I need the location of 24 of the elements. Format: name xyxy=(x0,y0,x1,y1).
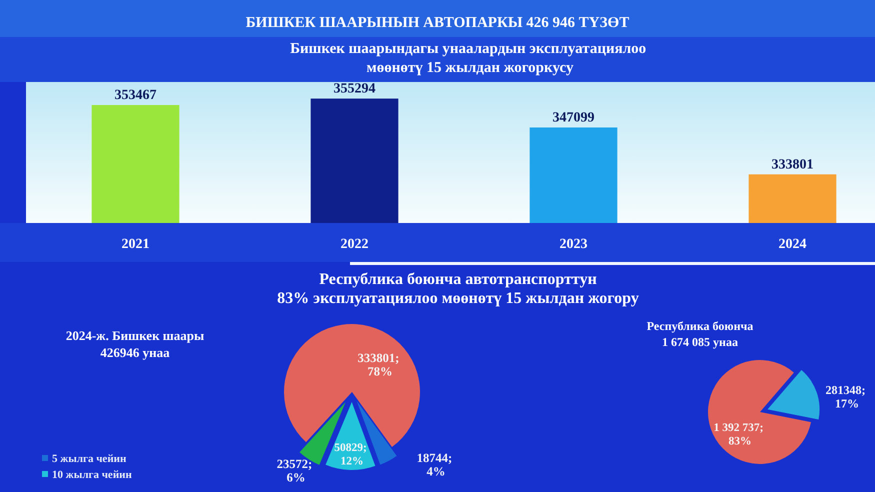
chart-title: БИШКЕК ШААРЫНЫН АВТОПАРКЫ 426 946 ТҮЗӨТ xyxy=(246,15,630,31)
data-label: 355294 xyxy=(334,82,376,97)
chart-subtitle: 1 674 085 унаа xyxy=(662,335,738,349)
chart-subtitle: Бишкек шаарындагы унаалардын эксплуатациялоо мөөнөтү 15 жылдан жогоркусу xyxy=(290,41,650,76)
data-label: 1 392 737; 83% xyxy=(714,422,766,448)
x-tick-label: 2024 xyxy=(778,237,806,252)
data-label: 333801; 78% xyxy=(358,351,402,378)
data-label: 347099 xyxy=(552,110,594,126)
data-label: 353467 xyxy=(114,88,156,104)
legend-label: 5 жылга чейин xyxy=(52,453,127,465)
text: 426946 унаа xyxy=(100,345,170,360)
x-tick-label: 2021 xyxy=(122,237,150,252)
text: 83% эксплуатациялоо мөөнөтү 15 жылдан жогору xyxy=(277,290,639,307)
data-label: 18744; 4% xyxy=(416,451,456,478)
chart-title: Республика боюнча xyxy=(646,319,754,333)
legend-label: 10 жылга чейин xyxy=(52,469,132,481)
data-label: 23572; 6% xyxy=(276,457,316,484)
x-tick-label: 2023 xyxy=(560,237,588,252)
data-label: 333801 xyxy=(772,157,814,172)
data-label: 50829; 12% xyxy=(334,442,370,468)
chart-title: 2024-ж. Бишкек шаары xyxy=(66,328,204,343)
text: Республика боюнча автотранспорттун xyxy=(319,271,597,288)
x-tick-label: 2022 xyxy=(340,237,368,252)
data-label: 281348; 17% xyxy=(826,383,868,410)
